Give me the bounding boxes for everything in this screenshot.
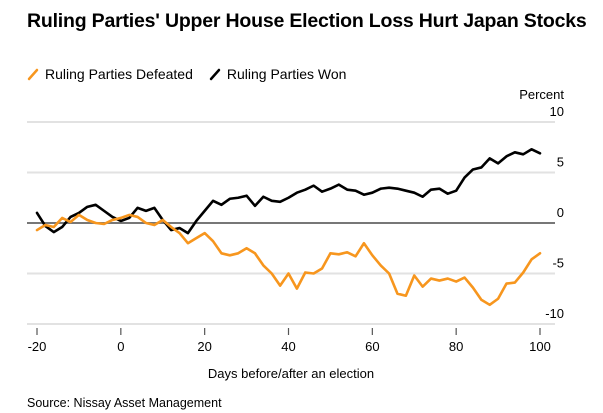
legend-item-defeated: Ruling Parties Defeated (27, 66, 193, 82)
y-tick-label: 5 (557, 155, 564, 170)
x-tick-label: 100 (529, 339, 551, 354)
y-axis-label: Percent (519, 87, 564, 102)
x-tick-label: -20 (28, 339, 47, 354)
y-tick-label: 10 (550, 104, 564, 119)
legend-item-won: Ruling Parties Won (209, 66, 347, 82)
series-line-won (35, 147, 542, 235)
x-tick-label: 60 (365, 339, 379, 354)
y-tick-label: -5 (552, 256, 564, 271)
legend-label-won: Ruling Parties Won (226, 66, 347, 82)
x-axis-ticks: -20 0 20 40 60 80 100 (28, 328, 551, 354)
legend-swatch-won (209, 68, 221, 81)
chart-title: Ruling Parties' Upper House Election Los… (27, 10, 587, 32)
x-tick-label: 40 (281, 339, 295, 354)
legend: Ruling Parties Defeated Ruling Parties W… (27, 66, 362, 82)
series-lines (35, 147, 542, 307)
x-axis-label: Days before/after an election (208, 366, 374, 381)
legend-swatch-defeated (27, 68, 39, 81)
y-tick-label: -10 (545, 306, 564, 321)
x-tick-label: 80 (449, 339, 463, 354)
x-tick-label: 20 (197, 339, 211, 354)
x-tick-label: 0 (117, 339, 124, 354)
source-note: Source: Nissay Asset Management (27, 396, 222, 410)
y-axis-ticks: 10 5 0 -5 -10 (545, 104, 564, 321)
gridlines (27, 121, 555, 325)
series-line-defeated (35, 213, 542, 307)
y-tick-label: 0 (557, 205, 564, 220)
legend-label-defeated: Ruling Parties Defeated (45, 66, 193, 82)
